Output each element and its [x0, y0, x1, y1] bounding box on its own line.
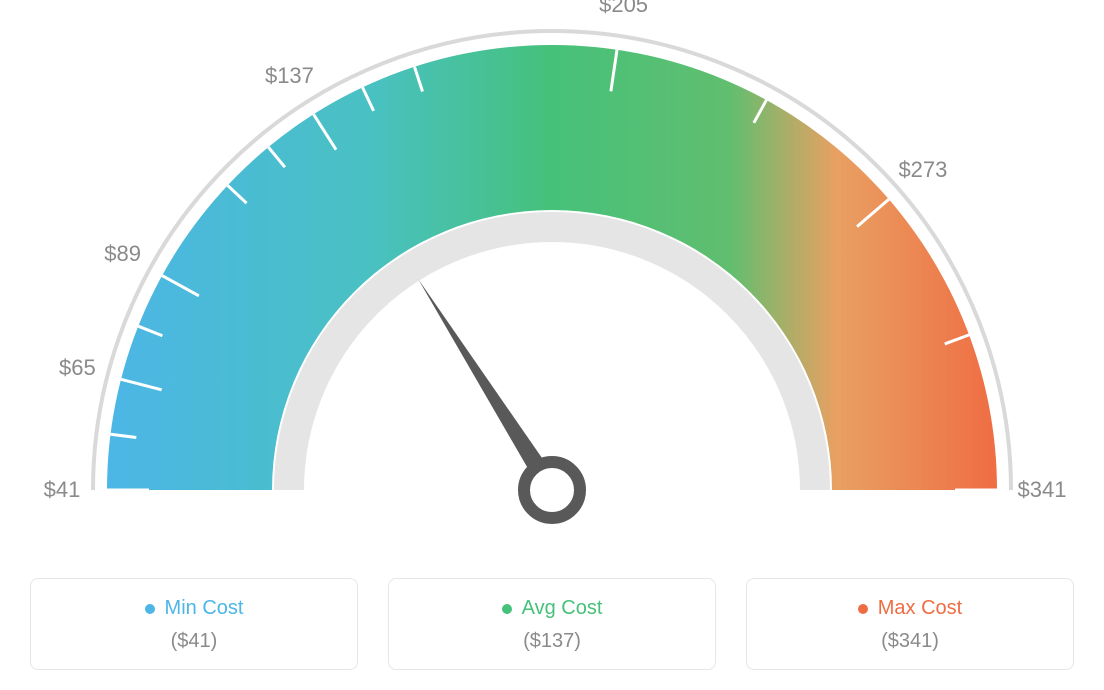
legend-card-max: Max Cost ($341) — [746, 578, 1074, 670]
gauge-tick-label: $137 — [265, 63, 314, 89]
gauge-svg — [0, 0, 1104, 560]
gauge-tick-label: $205 — [599, 0, 648, 18]
dot-icon-min — [145, 604, 155, 614]
legend-value-min: ($41) — [41, 630, 347, 653]
dot-icon-max — [858, 604, 868, 614]
legend-title-text-avg: Avg Cost — [522, 597, 603, 620]
gauge-tick-label: $41 — [44, 477, 81, 503]
gauge-tick-label: $273 — [898, 157, 947, 183]
gauge-tick-label: $65 — [59, 355, 96, 381]
gauge-tick-label: $341 — [1018, 477, 1067, 503]
legend-row: Min Cost ($41) Avg Cost ($137) Max Cost … — [0, 578, 1104, 670]
legend-title-avg: Avg Cost — [502, 597, 603, 620]
legend-card-avg: Avg Cost ($137) — [388, 578, 716, 670]
legend-value-max: ($341) — [757, 630, 1063, 653]
dot-icon-avg — [502, 604, 512, 614]
gauge-tick-label: $89 — [104, 241, 141, 267]
cost-gauge: $41 $65 $89 $137 $205 $273 $341 — [0, 0, 1104, 560]
legend-title-text-max: Max Cost — [878, 597, 962, 620]
legend-value-avg: ($137) — [399, 630, 705, 653]
legend-title-text-min: Min Cost — [165, 597, 244, 620]
legend-card-min: Min Cost ($41) — [30, 578, 358, 670]
legend-title-min: Min Cost — [145, 597, 244, 620]
legend-title-max: Max Cost — [858, 597, 962, 620]
